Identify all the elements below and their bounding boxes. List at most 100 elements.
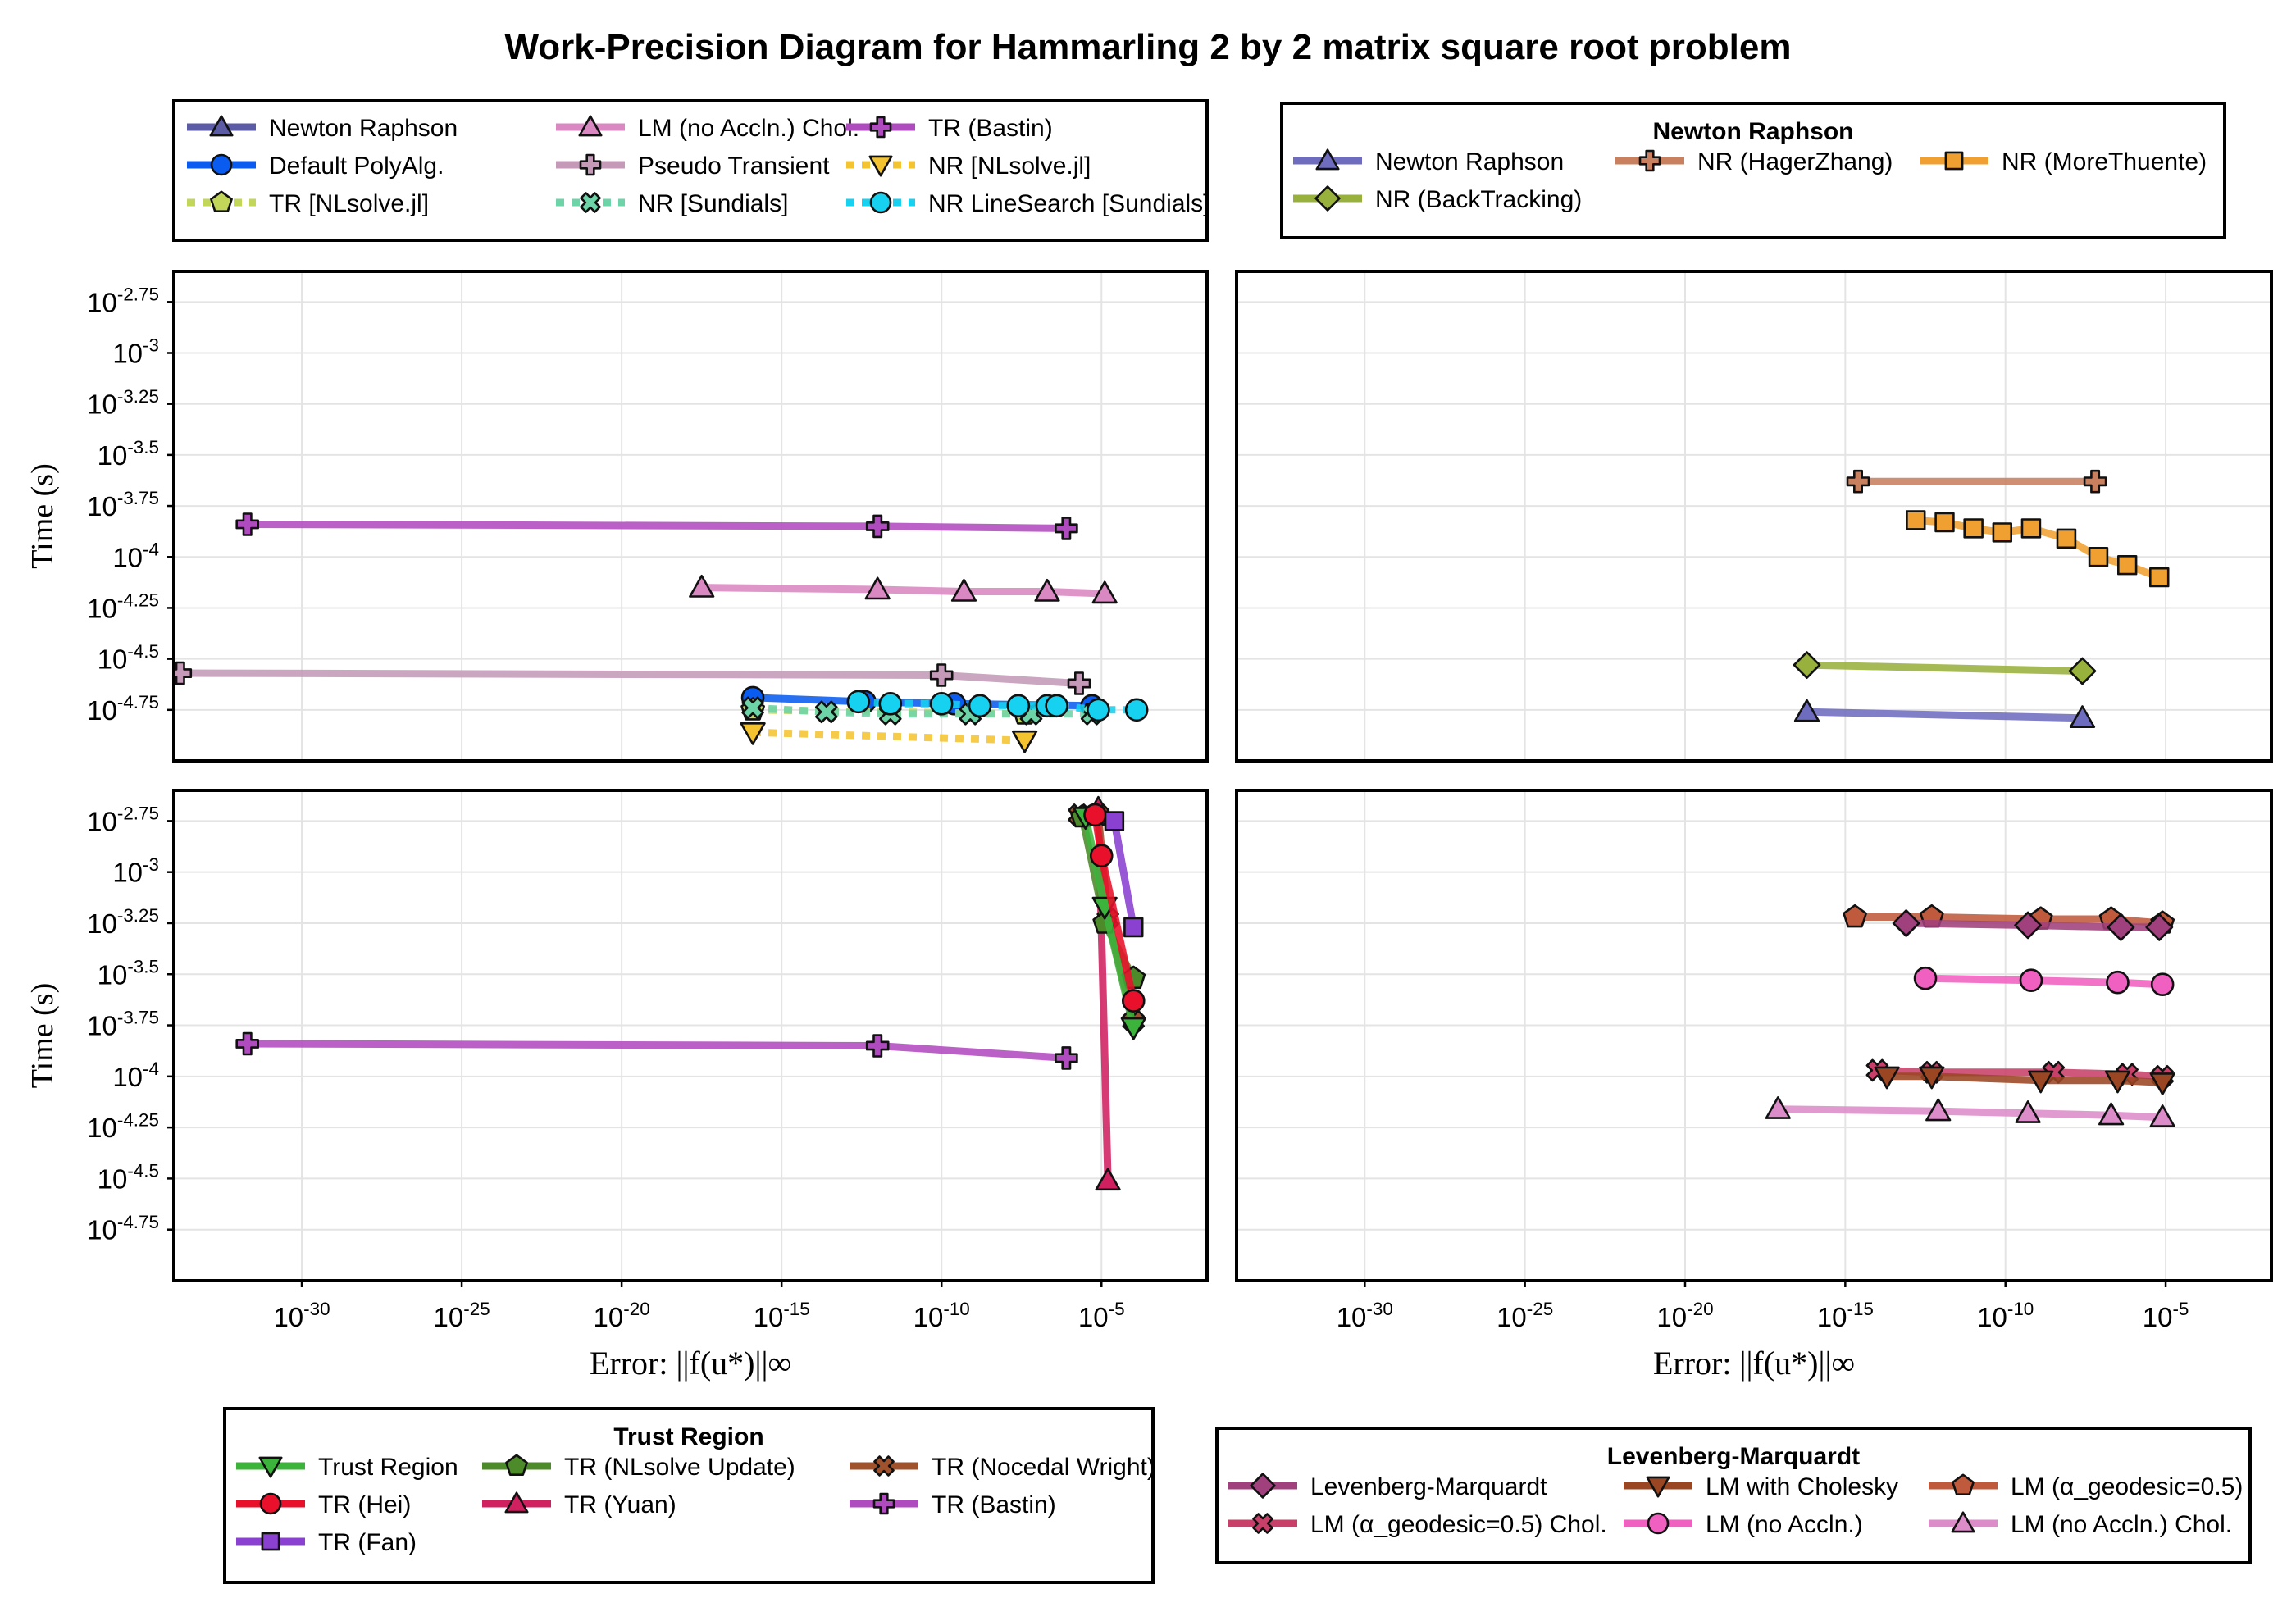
legend-entry-tr-nocedal-wright: TR (Nocedal Wright) <box>850 1454 1155 1481</box>
legend-marker <box>1250 1473 1276 1499</box>
y-tick-label: 10-2.75 <box>87 284 159 317</box>
legend-label: NR (BackTracking) <box>1375 186 1582 213</box>
legend-label: Newton Raphson <box>1375 148 1564 175</box>
series-levenberg-marquardt <box>1892 909 2174 941</box>
data-point <box>929 692 954 716</box>
legend-entry-tr-nlsolve-jl: TR [NLsolve.jl] <box>187 190 429 217</box>
legend-entry-lm-geodesic-0-5: LM (α_geodesic=0.5) <box>1929 1473 2243 1500</box>
data-point <box>2028 1070 2054 1094</box>
panel-top-right <box>1235 270 2273 763</box>
x-tick-label: 10-25 <box>434 1299 490 1332</box>
series-lm-no-accln-chol <box>1765 1096 2175 1127</box>
legend-label: LM (α_geodesic=0.5) Chol. <box>1310 1511 1607 1538</box>
legend-marker <box>1647 1512 1670 1535</box>
series-newton-raphson <box>1793 699 2096 728</box>
x-tick-label: 10-10 <box>913 1299 970 1332</box>
series-line <box>1110 817 1137 931</box>
legend-marker <box>1951 1511 1975 1533</box>
panel-bottom-right: 10-30 10-25 10-20 10-15 10-10 10-5 Error: ||f(… <box>1235 789 2273 1382</box>
legend-label: Pseudo Transient <box>638 153 830 180</box>
legend-entry-lm-geodesic-0-5-chol: LM (α_geodesic=0.5) Chol. <box>1228 1511 1607 1538</box>
series-nr-backtracking <box>1793 651 2097 685</box>
x-axis-label: Error: ||f(u*)||∞ <box>590 1345 791 1382</box>
legend-trust: Trust Region Trust Region TR (NLsolve Upda… <box>223 1407 1155 1584</box>
series-layer <box>1765 904 2175 1127</box>
data-point <box>2069 705 2096 728</box>
legend-main: Newton Raphson LM (no Accln.) Chol. TR (Ba… <box>172 99 1210 242</box>
data-point <box>864 576 891 600</box>
data-point <box>740 722 766 745</box>
y-tick-label: 10-3 <box>112 335 159 369</box>
data-point <box>2015 1100 2041 1123</box>
legend-marker <box>1638 149 1661 172</box>
x-tick-label: 10-15 <box>754 1299 810 1332</box>
legend-label: TR (Hei) <box>318 1491 411 1518</box>
data-point <box>1055 1046 1078 1070</box>
legend-entry-nr-sundials: NR [Sundials] <box>556 190 788 217</box>
data-point <box>865 514 890 539</box>
panel-top-left: 10-2.75 10-3 10-3.25 10-3.5 10-3.75 10-4 10-4.… <box>25 270 1209 763</box>
y-tick-label: 10-2.75 <box>87 804 159 837</box>
series-lm-no-accln <box>1913 966 2175 997</box>
series-nr-linesearch-sundials <box>846 690 1149 722</box>
series-line <box>1902 919 2163 931</box>
series-pseudo-transient <box>174 661 1091 695</box>
y-tick-label: 10-3.5 <box>98 437 159 471</box>
data-point <box>1086 698 1110 722</box>
legend-marker <box>580 192 601 213</box>
data-point <box>968 694 992 718</box>
data-point <box>2149 1104 2175 1127</box>
legend-label: LM (no Accln.) <box>1706 1511 1863 1538</box>
legend-label: TR (Fan) <box>318 1529 417 1556</box>
y-tick-label: 10-3.25 <box>87 905 159 939</box>
panel-frame <box>172 270 1209 763</box>
data-point <box>1919 1066 1945 1090</box>
x-tick-label: 10-10 <box>1977 1299 2034 1332</box>
series-tr-fan <box>1104 811 1144 938</box>
legend-marker <box>578 115 603 137</box>
legend-marker <box>210 153 233 176</box>
data-point <box>1095 1168 1121 1191</box>
legend-frame <box>172 99 1209 242</box>
data-point <box>1892 909 1920 937</box>
legend-marker <box>873 1455 895 1477</box>
legend-marker <box>1646 1476 1670 1498</box>
y-tick-label: 10-4.75 <box>87 692 159 726</box>
x-axis-label: Error: ||f(u*)||∞ <box>1653 1345 1855 1382</box>
legend-entry-nr-nlsolve-jl: NR [NLsolve.jl] <box>846 153 1091 180</box>
legend-entry-nr-morethuente: NR (MoreThuente) <box>1920 148 2207 175</box>
legend-label: Levenberg-Marquardt <box>1310 1473 1547 1500</box>
legend-entry-lm-no-accln-chol: LM (no Accln.) Chol. <box>556 115 859 142</box>
legend-marker <box>869 116 892 139</box>
data-point <box>1121 989 1146 1013</box>
data-point <box>2068 657 2097 685</box>
legend-label: LM (α_geodesic=0.5) <box>2011 1473 2243 1500</box>
data-point <box>1124 698 1149 722</box>
data-point <box>235 1031 259 1056</box>
y-axis-label: Time (s) <box>25 463 60 568</box>
legend-marker <box>868 155 893 177</box>
data-point <box>2098 1102 2125 1126</box>
data-point <box>2150 972 2175 997</box>
legend-entry-newton-raphson: Newton Raphson <box>1293 148 1564 175</box>
legend-label: Trust Region <box>318 1454 458 1481</box>
data-point <box>846 690 871 714</box>
legend-marker <box>579 153 602 176</box>
data-point <box>1925 1098 1952 1122</box>
legend-entry-lm-no-accln-chol: LM (no Accln.) Chol. <box>1929 1511 2232 1538</box>
legend-marker <box>872 1492 895 1515</box>
data-point <box>2019 968 2043 993</box>
y-tick-label: 10-4 <box>112 1058 159 1092</box>
legend-marker <box>504 1491 529 1514</box>
data-point <box>2020 518 2042 539</box>
series-lm-with-cholesky <box>1874 1066 2175 1095</box>
x-tick-label: 10-25 <box>1496 1299 1553 1332</box>
data-point <box>1091 580 1118 604</box>
legend-label: TR (Yuan) <box>564 1491 676 1518</box>
data-point <box>1083 803 1107 827</box>
series-lm-no-accln-chol <box>689 575 1118 604</box>
data-point <box>2083 469 2107 494</box>
data-point <box>2106 970 2130 995</box>
legend-title: Newton Raphson <box>1653 118 1854 145</box>
y-axis-label: Time (s) <box>25 983 60 1088</box>
